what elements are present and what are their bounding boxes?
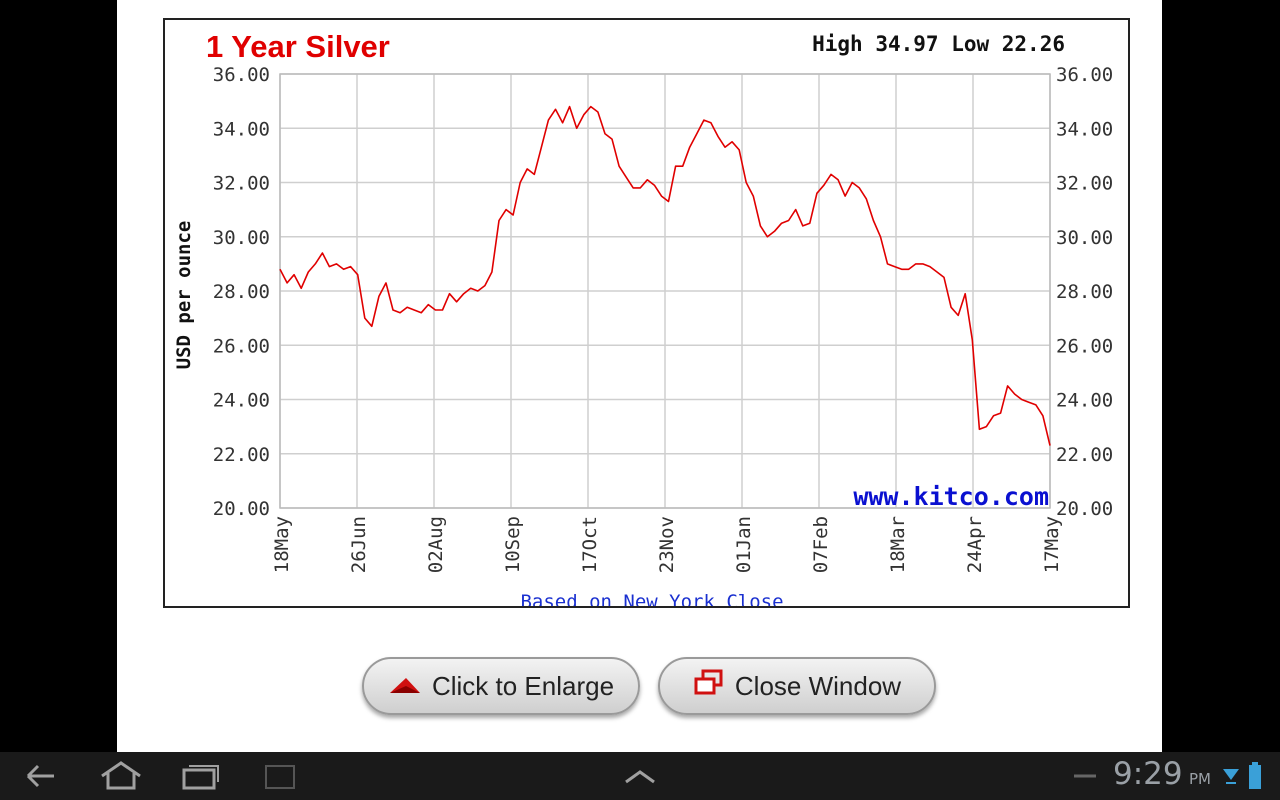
y-tick-label-right: 26.00 bbox=[1056, 335, 1113, 357]
back-icon[interactable] bbox=[22, 760, 62, 796]
wifi-icon bbox=[1222, 766, 1240, 792]
y-tick-label-left: 20.00 bbox=[213, 498, 270, 520]
silver-price-chart: 20.00 20.00 22.00 22.00 24.00 24.00 26.00 26.00… bbox=[173, 29, 1113, 606]
x-tick-label: 24Apr bbox=[964, 516, 986, 573]
close-window-label: Close Window bbox=[734, 670, 902, 701]
y-tick-label-left: 22.00 bbox=[213, 444, 270, 466]
chart-title: 1 Year Silver bbox=[206, 29, 390, 64]
clock-time: 9:29 bbox=[1113, 756, 1183, 792]
y-tick-label-left: 34.00 bbox=[213, 118, 270, 140]
y-tick-label-left: 36.00 bbox=[213, 64, 270, 86]
y-tick-label-right: 24.00 bbox=[1056, 390, 1113, 412]
y-axis-label: USD per ounce bbox=[173, 221, 195, 370]
x-tick-label: 17May bbox=[1041, 516, 1063, 573]
y-tick-label-right: 30.00 bbox=[1056, 227, 1113, 249]
enlarge-button-label: Click to Enlarge bbox=[431, 670, 615, 701]
watermark-kitco: www.kitco.com bbox=[853, 482, 1049, 511]
x-tick-label: 18Mar bbox=[887, 516, 909, 573]
x-tick-label: 17Oct bbox=[579, 516, 601, 573]
close-window-button[interactable]: Close Window bbox=[658, 657, 936, 715]
windows-icon bbox=[693, 669, 725, 704]
x-tick-label: 01Jan bbox=[733, 516, 755, 573]
price-series-line bbox=[279, 105, 1051, 446]
y-tick-label-left: 30.00 bbox=[213, 227, 270, 249]
screenshot-icon[interactable] bbox=[260, 760, 300, 796]
y-tick-label-left: 32.00 bbox=[213, 173, 270, 195]
y-tick-label-right: 34.00 bbox=[1056, 118, 1113, 140]
battery-icon bbox=[1248, 762, 1262, 794]
system-navigation-bar bbox=[0, 752, 1280, 800]
x-axis-caption: Based on New York Close bbox=[520, 591, 783, 606]
x-tick-label: 23Nov bbox=[656, 516, 678, 573]
recent-apps-icon[interactable] bbox=[180, 760, 222, 796]
y-tick-label-right: 36.00 bbox=[1056, 64, 1113, 86]
y-tick-label-left: 28.00 bbox=[213, 281, 270, 303]
x-tick-label: 10Sep bbox=[502, 516, 524, 573]
plot-area bbox=[279, 73, 1051, 509]
y-tick-label-right: 20.00 bbox=[1056, 498, 1113, 520]
y-tick-label-right: 32.00 bbox=[1056, 173, 1113, 195]
y-tick-label-left: 26.00 bbox=[213, 335, 270, 357]
chevron-up-icon[interactable] bbox=[622, 760, 658, 796]
y-tick-label-right: 28.00 bbox=[1056, 281, 1113, 303]
x-tick-label: 02Aug bbox=[425, 516, 447, 573]
enlarge-button[interactable]: Click to Enlarge bbox=[362, 657, 640, 715]
clock-ampm: PM bbox=[1189, 770, 1211, 788]
chart-frame: 20.00 20.00 22.00 22.00 24.00 24.00 26.00 26.00… bbox=[163, 18, 1130, 608]
x-tick-label: 18May bbox=[271, 516, 293, 573]
dash-icon bbox=[1072, 766, 1098, 790]
home-icon[interactable] bbox=[98, 760, 144, 796]
y-tick-label-left: 24.00 bbox=[213, 390, 270, 412]
red-arrow-icon bbox=[388, 671, 422, 702]
high-low-stats: High 34.97 Low 22.26 bbox=[812, 32, 1065, 56]
y-tick-label-right: 22.00 bbox=[1056, 444, 1113, 466]
x-tick-label: 26Jun bbox=[348, 516, 370, 573]
x-tick-label: 07Feb bbox=[810, 516, 832, 573]
